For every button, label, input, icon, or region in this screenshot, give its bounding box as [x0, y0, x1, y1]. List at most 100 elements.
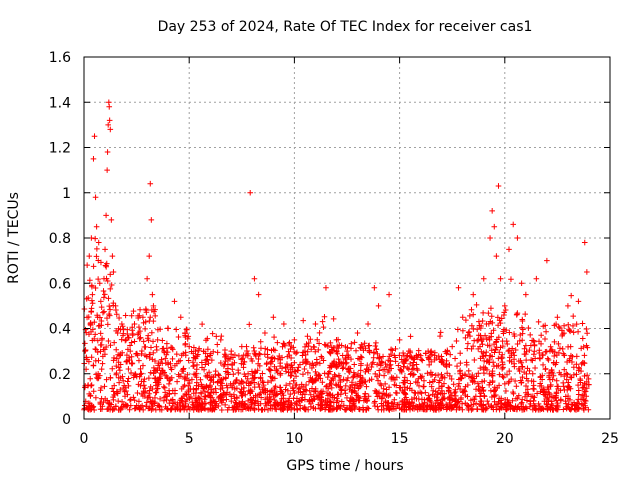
data-point: [146, 375, 152, 381]
data-point: [341, 402, 347, 409]
data-point: [95, 276, 101, 282]
data-point: [209, 407, 215, 413]
data-point: [457, 386, 463, 392]
data-point: [104, 406, 110, 413]
data-point: [375, 377, 381, 384]
data-point: [584, 372, 590, 379]
data-point: [191, 404, 197, 411]
data-point: [327, 368, 333, 375]
data-point: [163, 397, 170, 403]
data-point: [97, 342, 104, 348]
data-point: [556, 350, 562, 356]
data-point: [416, 396, 422, 402]
data-point: [198, 406, 204, 413]
data-point: [465, 382, 471, 388]
data-point: [262, 345, 268, 352]
data-point: [478, 348, 485, 355]
data-point: [284, 403, 291, 410]
data-point: [207, 352, 214, 359]
data-point: [503, 388, 509, 394]
data-point: [161, 348, 167, 354]
data-point: [431, 377, 438, 383]
data-point: [518, 399, 525, 406]
data-point: [147, 384, 154, 390]
data-point: [265, 379, 271, 386]
data-point: [308, 377, 315, 383]
data-point: [201, 405, 207, 412]
data-point: [522, 311, 528, 317]
data-point: [477, 365, 484, 371]
data-point: [113, 363, 120, 369]
data-point: [435, 389, 441, 396]
data-point: [402, 374, 408, 381]
data-point: [149, 329, 155, 336]
data-point: [521, 369, 527, 375]
data-point: [443, 350, 450, 357]
data-point: [492, 392, 499, 398]
data-point: [505, 405, 511, 412]
data-point: [543, 328, 549, 335]
data-point: [144, 275, 150, 282]
data-point: [207, 393, 214, 399]
data-point: [106, 311, 112, 317]
data-point: [345, 354, 352, 361]
data-point: [471, 357, 478, 363]
data-point: [333, 381, 339, 387]
data-point: [345, 368, 352, 374]
data-point: [380, 366, 386, 373]
data-point: [307, 374, 314, 381]
data-point: [387, 392, 393, 398]
data-point: [542, 349, 549, 355]
data-point: [251, 350, 258, 357]
data-point: [519, 337, 526, 344]
data-point: [304, 348, 311, 355]
data-point: [175, 334, 182, 340]
data-point: [499, 351, 506, 358]
data-point: [564, 371, 571, 378]
data-point: [151, 365, 157, 371]
data-point: [209, 386, 215, 393]
data-point: [264, 351, 271, 358]
data-point: [135, 330, 142, 336]
data-point: [98, 366, 105, 372]
data-point: [100, 399, 107, 405]
x-axis-title: GPS time / hours: [286, 458, 403, 474]
data-point: [89, 297, 95, 304]
data-point: [241, 403, 248, 410]
data-point: [140, 407, 147, 413]
data-point: [379, 394, 385, 401]
data-point: [288, 343, 294, 349]
data-point: [421, 396, 428, 403]
data-point: [101, 308, 107, 315]
data-point: [262, 330, 268, 336]
data-point: [398, 367, 404, 373]
data-point: [173, 326, 180, 333]
data-point: [508, 350, 515, 357]
data-point: [340, 376, 347, 383]
data-point: [429, 371, 436, 378]
data-point: [320, 357, 327, 364]
data-point: [561, 322, 567, 329]
data-point: [107, 271, 114, 278]
data-point: [287, 373, 294, 379]
data-point: [339, 360, 345, 367]
data-point: [465, 329, 472, 336]
data-point: [98, 304, 105, 310]
data-point: [147, 369, 154, 376]
data-point: [335, 402, 342, 409]
data-point: [327, 362, 333, 369]
data-point: [292, 400, 298, 407]
data-point: [109, 385, 115, 392]
data-point: [401, 377, 408, 384]
data-point: [519, 374, 526, 380]
data-point: [433, 397, 440, 404]
data-point: [399, 406, 405, 413]
data-point: [482, 404, 489, 411]
data-point: [505, 380, 512, 386]
data-point: [140, 320, 147, 326]
data-point: [323, 404, 329, 411]
data-point: [566, 327, 573, 334]
data-point: [405, 404, 412, 411]
data-point: [342, 407, 349, 413]
data-point: [495, 322, 501, 329]
